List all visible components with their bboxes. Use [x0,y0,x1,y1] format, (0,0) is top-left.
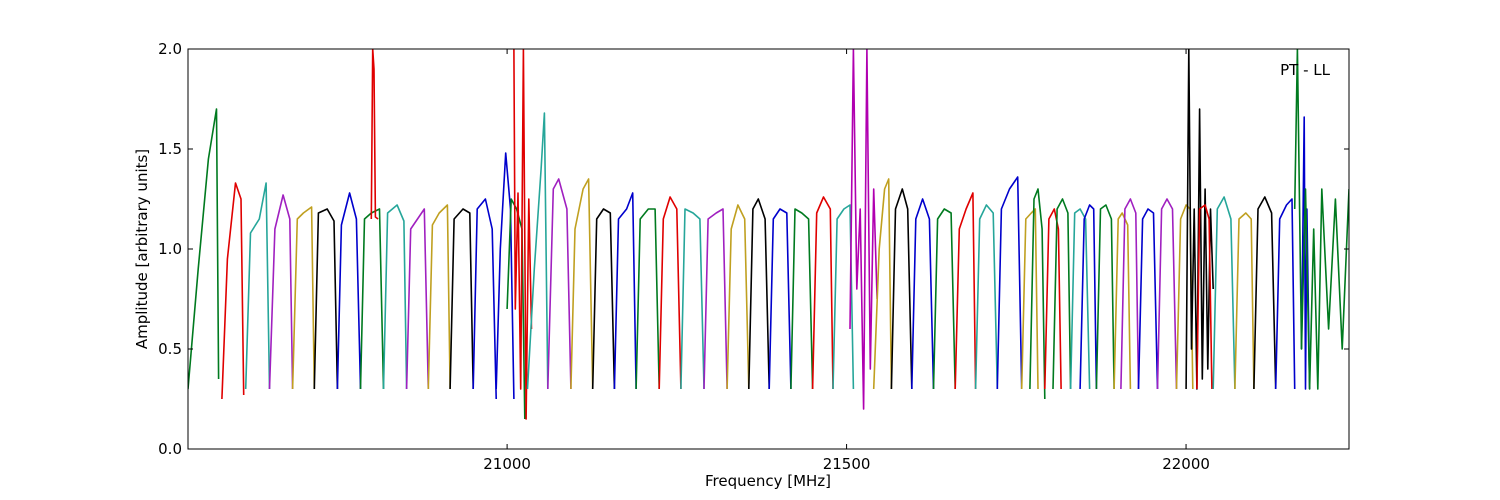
series-line-39 [996,176,1023,390]
series-line-47 [1113,212,1132,390]
series-line-32 [849,49,878,410]
series-line-23 [658,196,682,390]
annotation-label: PT - LL [1280,61,1331,79]
series-line-8 [370,49,379,220]
series-line-59 [1293,49,1349,390]
series-line-11 [427,204,451,390]
series-line-33 [872,178,893,390]
series-line-1 [221,182,245,400]
series-line-40 [1020,208,1039,390]
series-line-6 [336,192,362,390]
x-axis-label: Frequency [MHz] [705,472,831,490]
series-line-24 [680,208,705,390]
series-line-38 [974,204,999,390]
x-tick-label: 21000 [483,455,531,473]
y-axis-label: Amplitude [arbitrary units] [133,149,151,349]
series-line-20 [591,208,616,390]
series-line-4 [291,206,316,390]
series-line-45 [1079,204,1098,390]
series-line-22 [635,208,660,390]
series-line-2 [244,182,271,390]
series-line-7 [359,208,385,390]
series-line-18 [547,178,572,390]
y-tick-label: 1.5 [158,140,182,158]
y-tick-label: 0.0 [158,440,182,458]
series-line-56 [1253,196,1277,390]
series-line-53 [1196,204,1213,390]
series-line-28 [768,208,792,390]
y-tick-label: 1.0 [158,240,182,258]
series-line-29 [790,208,814,390]
series-line-37 [954,192,977,390]
series-line-19 [570,178,594,390]
series-line-36 [932,208,956,390]
x-tick-label: 21500 [823,455,871,473]
series-line-55 [1234,212,1255,390]
series-line-48 [1120,198,1140,390]
series-line-42 [1044,208,1062,390]
series-line-26 [726,204,750,390]
series-line-35 [911,198,935,390]
series-line-49 [1137,208,1159,390]
series-line-21 [613,192,637,390]
series-line-44 [1069,208,1091,390]
ticks-layer: 21000 21500 22000 0.0 0.5 1.0 1.5 2.0 [158,40,1349,473]
series-line-30 [811,196,834,390]
series-layer [188,49,1349,420]
series-line-12 [449,208,474,390]
series-line-5 [313,208,339,390]
series-line-52 [1185,49,1214,390]
series-line-34 [890,188,913,390]
series-line-46 [1095,204,1115,390]
series-line-10 [405,208,430,390]
series-line-41 [1029,188,1046,400]
series-line-16 [513,49,533,420]
series-line-13 [472,198,497,400]
series-line-57 [1274,198,1296,390]
series-line-9 [382,204,408,390]
series-line-15 [506,198,526,420]
series-line-54 [1212,196,1236,390]
series-line-27 [748,198,770,390]
series-line-14 [495,152,515,400]
series-line-50 [1156,198,1178,390]
series-line-25 [703,208,728,390]
series-line-0 [188,108,220,390]
series-line-17 [526,112,549,390]
x-tick-label: 22000 [1162,455,1210,473]
y-tick-label: 0.5 [158,340,182,358]
series-line-43 [1052,198,1072,390]
series-line-3 [268,194,294,390]
y-tick-label: 2.0 [158,40,182,58]
